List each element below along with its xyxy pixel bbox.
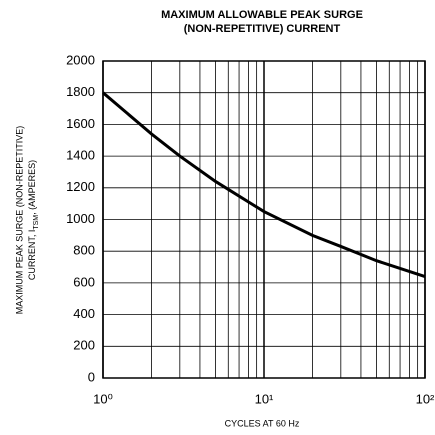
x-tick-label: 10⁰ bbox=[93, 391, 113, 406]
text: , (AMPERES) bbox=[27, 160, 37, 215]
y-axis-label-line: CURRENT, ITSM, (AMPERES) bbox=[27, 160, 39, 280]
y-tick-label: 0 bbox=[88, 369, 95, 384]
chart-title: MAXIMUM ALLOWABLE PEAK SURGE bbox=[161, 9, 363, 21]
y-tick-label: 200 bbox=[73, 338, 95, 353]
y-axis-label: MAXIMUM PEAK SURGE (NON-REPETITIVE) CURR… bbox=[14, 126, 39, 315]
y-tick-label: 1800 bbox=[66, 84, 95, 99]
chart-title: (NON-REPETITIVE) CURRENT bbox=[184, 23, 341, 35]
x-axis-label: CYCLES AT 60 Hz bbox=[225, 418, 300, 428]
text: CURRENT, I bbox=[27, 230, 37, 281]
y-tick-label: 1400 bbox=[66, 148, 95, 163]
y-axis-label-line: MAXIMUM PEAK SURGE (NON-REPETITIVE) bbox=[14, 126, 24, 315]
x-tick-label: 10² bbox=[416, 391, 435, 406]
x-tick-label: 10¹ bbox=[255, 391, 274, 406]
line bbox=[102, 91, 426, 278]
plot-frame bbox=[102, 60, 426, 379]
text: TSM bbox=[33, 215, 40, 230]
y-tick-label: 800 bbox=[73, 243, 95, 258]
y-tick-label: 1000 bbox=[66, 211, 95, 226]
y-tick-label: 600 bbox=[73, 274, 95, 289]
y-tick-label: 1200 bbox=[66, 179, 95, 194]
y-tick-label: 400 bbox=[73, 306, 95, 321]
y-tick-label: 2000 bbox=[66, 52, 95, 67]
y-tick-label: 1600 bbox=[66, 116, 95, 131]
